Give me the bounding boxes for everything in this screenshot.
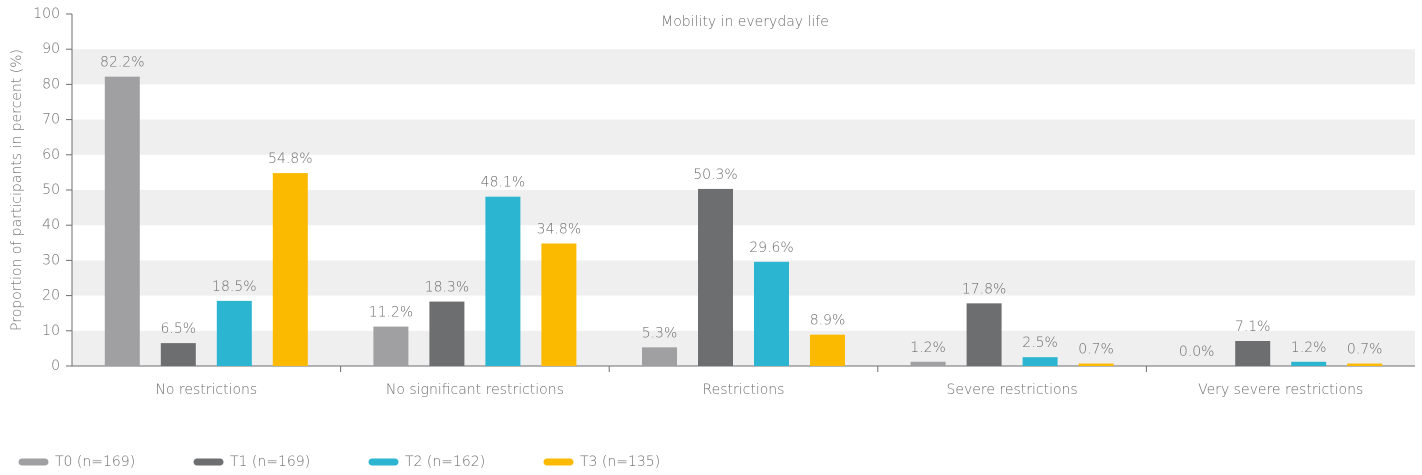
- y-tick-label: 50: [42, 182, 60, 198]
- bar: [216, 300, 252, 366]
- bar: [160, 343, 196, 366]
- value-label: 0.7%: [1347, 342, 1383, 358]
- legend-label: T3 (n=135): [580, 454, 660, 470]
- value-label: 1.2%: [910, 340, 946, 356]
- value-label: 82.2%: [100, 55, 144, 71]
- bar: [429, 301, 465, 366]
- bar: [485, 196, 521, 366]
- y-tick-label: 0: [51, 358, 60, 374]
- value-label: 48.1%: [481, 175, 525, 191]
- value-label: 17.8%: [962, 281, 1006, 297]
- bar: [910, 361, 946, 366]
- value-label: 29.6%: [749, 240, 793, 256]
- value-label: 0.7%: [1078, 342, 1114, 358]
- value-label: 7.1%: [1235, 319, 1271, 335]
- value-label: 54.8%: [268, 151, 312, 167]
- x-tick-label: Very severe restrictions: [1198, 382, 1363, 398]
- bar: [966, 303, 1002, 366]
- y-tick-label: 80: [42, 76, 60, 92]
- y-tick-label: 40: [42, 217, 60, 233]
- value-label: 50.3%: [693, 167, 737, 183]
- bar: [272, 173, 308, 366]
- bar: [373, 326, 409, 366]
- x-tick-label: No significant restrictions: [386, 382, 564, 398]
- bar: [1291, 361, 1327, 366]
- bar: [642, 347, 677, 366]
- bar: [1022, 357, 1058, 366]
- bar: [104, 76, 140, 366]
- bar: [754, 261, 789, 366]
- bar: [810, 334, 845, 366]
- grid: [72, 49, 1415, 366]
- y-tick-label: 60: [42, 147, 60, 163]
- y-tick-label: 90: [42, 41, 60, 57]
- y-tick-label: 10: [42, 323, 60, 339]
- bar: [541, 243, 577, 366]
- value-label: 18.3%: [425, 280, 469, 296]
- bar: [698, 188, 733, 366]
- legend-label: T1 (n=169): [230, 454, 310, 470]
- value-label: 1.2%: [1291, 340, 1327, 356]
- bar: [1078, 363, 1114, 366]
- bar: [1347, 363, 1383, 366]
- chart-title: Mobility in everyday life: [661, 14, 829, 30]
- value-label: 11.2%: [369, 305, 413, 321]
- value-label: 6.5%: [161, 321, 197, 337]
- y-axis-label: Proportion of participants in percent (%…: [9, 49, 25, 331]
- y-tick-label: 30: [42, 252, 60, 268]
- value-label: 2.5%: [1022, 335, 1058, 351]
- value-label: 18.5%: [212, 279, 256, 295]
- grid-band: [72, 49, 1415, 85]
- bar: [1235, 341, 1271, 366]
- legend-label: T0 (n=169): [55, 454, 135, 470]
- value-label: 0.0%: [1179, 344, 1215, 360]
- legend-label: T2 (n=162): [405, 454, 485, 470]
- y-tick-label: 20: [42, 288, 60, 304]
- x-tick-label: Severe restrictions: [946, 382, 1077, 398]
- value-label: 5.3%: [642, 325, 678, 341]
- grid-band: [72, 119, 1415, 155]
- y-tick-label: 100: [33, 6, 60, 22]
- x-tick-label: Restrictions: [703, 382, 785, 398]
- value-label: 34.8%: [537, 222, 581, 238]
- x-tick-label: No restrictions: [155, 382, 257, 398]
- y-tick-label: 70: [42, 112, 60, 128]
- value-label: 8.9%: [810, 313, 846, 329]
